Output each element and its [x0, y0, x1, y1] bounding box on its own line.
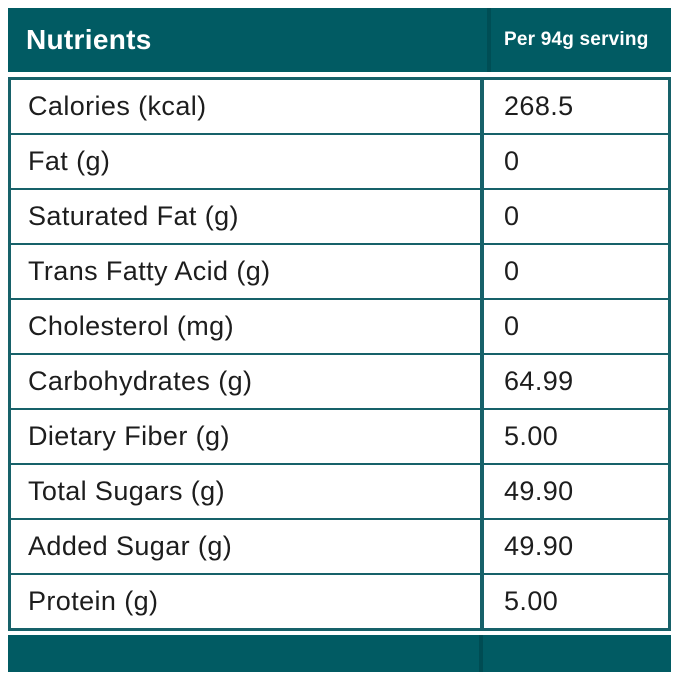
nutrient-value: 0: [480, 135, 668, 188]
table-row: Dietary Fiber (g) 5.00: [11, 408, 668, 463]
table-header-bar: Nutrients Per 94g serving: [8, 8, 671, 72]
table-row: Protein (g) 5.00: [11, 573, 668, 628]
table-row: Total Sugars (g) 49.90: [11, 463, 668, 518]
table-row: Cholesterol (mg) 0: [11, 298, 668, 353]
nutrient-label: Calories (kcal): [28, 91, 207, 121]
table-footer-bar: [8, 635, 671, 672]
nutrient-label: Trans Fatty Acid (g): [28, 256, 271, 286]
table-row: Saturated Fat (g) 0: [11, 188, 668, 243]
nutrient-rows: Calories (kcal) 268.5 Fat (g) 0 Saturate…: [8, 77, 671, 631]
nutrient-value: 268.5: [480, 80, 668, 133]
nutrient-value: 5.00: [480, 410, 668, 463]
table-row: Fat (g) 0: [11, 133, 668, 188]
nutrient-value: 49.90: [480, 465, 668, 518]
nutrient-label: Total Sugars (g): [28, 476, 225, 506]
nutrients-column-header: Nutrients: [26, 24, 152, 55]
nutrient-label: Saturated Fat (g): [28, 201, 239, 231]
footer-column-divider: [479, 635, 483, 672]
nutrient-value: 49.90: [480, 520, 668, 573]
table-row: Carbohydrates (g) 64.99: [11, 353, 668, 408]
nutrient-label: Cholesterol (mg): [28, 311, 234, 341]
table-row: Trans Fatty Acid (g) 0: [11, 243, 668, 298]
nutrient-value: 0: [480, 300, 668, 353]
table-row: Added Sugar (g) 49.90: [11, 518, 668, 573]
nutrient-label: Protein (g): [28, 586, 159, 616]
nutrient-label: Dietary Fiber (g): [28, 421, 230, 451]
nutrient-label: Fat (g): [28, 146, 111, 176]
nutrition-table: Nutrients Per 94g serving Calories (kcal…: [8, 8, 671, 672]
table-row: Calories (kcal) 268.5: [11, 80, 668, 133]
nutrient-label: Carbohydrates (g): [28, 366, 253, 396]
serving-size-column-header: Per 94g serving: [487, 8, 671, 72]
nutrient-value: 0: [480, 245, 668, 298]
nutrient-value: 5.00: [480, 575, 668, 628]
nutrient-label: Added Sugar (g): [28, 531, 233, 561]
nutrient-value: 0: [480, 190, 668, 243]
nutrient-value: 64.99: [480, 355, 668, 408]
